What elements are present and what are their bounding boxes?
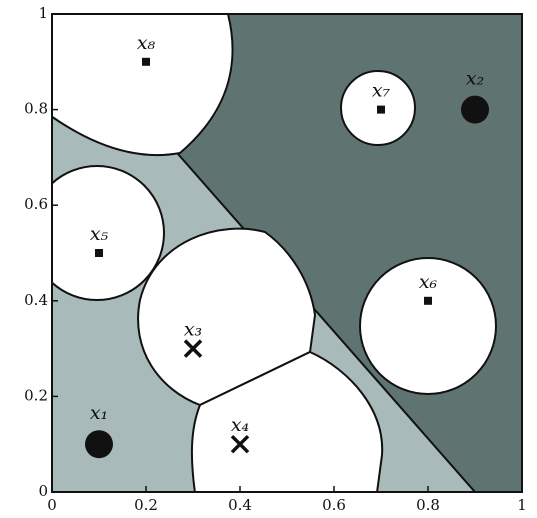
- regions: [52, 14, 522, 492]
- point: [230, 434, 250, 454]
- x-tick-label: 0.2: [134, 496, 158, 514]
- point: [85, 430, 113, 459]
- y-tick-label: 0.4: [24, 291, 48, 309]
- y-tick-label: 0: [38, 482, 48, 500]
- point-label: x₇: [372, 80, 391, 102]
- x-tick-label: 0.8: [416, 496, 440, 514]
- x-tick-label: 0.6: [322, 496, 346, 514]
- y-tick-label: 0.2: [24, 386, 48, 404]
- point: [183, 339, 203, 358]
- region-x8: [52, 14, 234, 157]
- y-tick-label: 0.8: [24, 100, 48, 118]
- region-x6: [359, 257, 497, 395]
- point-label: x₈: [137, 32, 156, 54]
- point-label: x₂: [466, 68, 484, 90]
- point: [95, 249, 103, 257]
- region-x5: [52, 165, 165, 301]
- point-label: x₄: [231, 414, 249, 436]
- region-x4: [190, 350, 384, 492]
- point-label: x₃: [184, 319, 202, 341]
- y-tick-label: 1: [38, 4, 48, 22]
- x-tick-label: 0: [47, 496, 57, 514]
- point: [424, 296, 432, 305]
- x-tick-label: 1: [517, 496, 527, 514]
- x-tick-label: 0.4: [228, 496, 252, 514]
- point-label: x₆: [419, 271, 438, 293]
- region-x3: [137, 227, 317, 407]
- plot-frame: [51, 13, 523, 493]
- point-label: x₁: [90, 402, 108, 424]
- point: [142, 57, 150, 66]
- point: [461, 95, 489, 124]
- y-tick-label: 0.6: [24, 195, 48, 213]
- point-label: x₅: [90, 223, 109, 245]
- point: [377, 105, 385, 114]
